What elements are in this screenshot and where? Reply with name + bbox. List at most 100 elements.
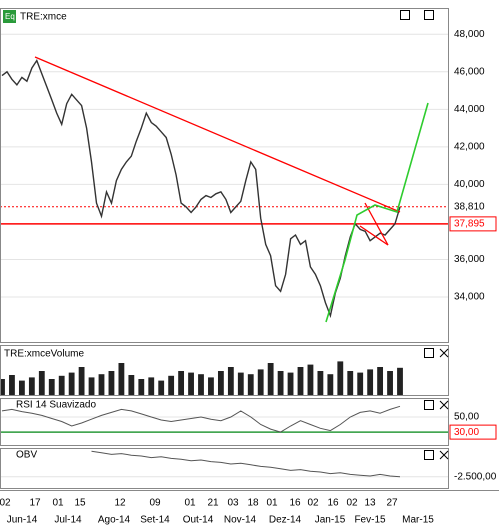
reference-label-box: [449, 424, 497, 440]
volume-bar: [198, 374, 204, 395]
volume-bar: [9, 375, 15, 395]
volume-bar: [108, 371, 115, 395]
x-month-label: Mar-15: [402, 515, 434, 526]
x-month-label: Out-14: [183, 515, 214, 526]
volume-bar: [367, 369, 374, 395]
y-tick-label: 36,000: [454, 254, 485, 265]
volume-bar: [277, 371, 284, 395]
y-tick-label: 48,000: [454, 29, 485, 40]
x-tick-label: 03: [227, 498, 239, 509]
volume-bar: [38, 371, 45, 395]
x-month-label: Jun-14: [7, 515, 38, 526]
volume-bar: [397, 367, 403, 395]
x-month-label: Fev-15: [354, 515, 386, 526]
panel-buttons: [400, 10, 449, 460]
price-panel: [0, 8, 449, 343]
x-tick-label: 15: [74, 498, 86, 509]
reference-label: 37,895: [454, 219, 485, 230]
x-tick-label: 02: [346, 498, 358, 509]
x-tick-label: 27: [386, 498, 398, 509]
x-tick-label: 01: [266, 498, 278, 509]
maximize-button[interactable]: [424, 400, 434, 410]
x-tick-label: 02: [0, 498, 11, 509]
close-button[interactable]: [439, 348, 449, 358]
volume-bar: [48, 379, 55, 395]
volume-panel: [0, 345, 449, 396]
eq-icon[interactable]: [3, 10, 16, 23]
x-tick-label: 01: [52, 498, 64, 509]
volume-bar: [118, 363, 125, 395]
volume-bar: [387, 371, 393, 395]
volume-bar: [128, 375, 135, 395]
volume-bar: [158, 380, 165, 395]
volume-bar: [98, 374, 105, 395]
volume-bar: [247, 374, 254, 395]
volume-bar: [377, 367, 384, 395]
maximize-button[interactable]: [424, 10, 434, 20]
x-tick-label: 13: [364, 498, 376, 509]
x-tick-label: 16: [289, 498, 301, 509]
trend-line: [34, 56, 401, 213]
maximize-button[interactable]: [424, 348, 434, 358]
volume-bar: [317, 371, 324, 395]
x-month-label: Ago-14: [98, 515, 131, 526]
maximize-button[interactable]: [424, 450, 434, 460]
volume-bar: [347, 371, 354, 395]
y-tick-label: 50,00: [454, 412, 479, 423]
x-tick-label: 01: [184, 498, 196, 509]
projection-line: [325, 102, 429, 323]
panel-borders: [0, 8, 499, 491]
channel-line: [364, 202, 389, 246]
eq-icon-label: Eq: [5, 12, 15, 21]
volume-title: TRE:xmceVolume: [4, 349, 84, 360]
x-tick-label: 02: [307, 498, 319, 509]
x-month-label: Set-14: [140, 515, 170, 526]
volume-bar: [28, 377, 35, 395]
reference-label: 38,810: [454, 201, 485, 212]
y-tick-label: 34,000: [454, 292, 485, 303]
obv-panel: [0, 448, 449, 489]
close-button[interactable]: [439, 450, 449, 460]
x-tick-label: 09: [149, 498, 161, 509]
volume-bar: [188, 372, 194, 395]
volume-bar: [68, 372, 75, 395]
rsi-panel: [0, 398, 449, 446]
y-tick-label: 46,000: [454, 66, 485, 77]
rsi-title: RSI 14 Suavizado: [16, 400, 96, 411]
volume-bar: [78, 367, 85, 395]
chart-title[interactable]: TRE:xmce: [20, 12, 67, 23]
volume-bar: [148, 377, 155, 395]
minimize-button[interactable]: [400, 10, 410, 20]
volume-bar: [208, 377, 214, 395]
y-tick-label: -2.500,00: [454, 471, 497, 482]
x-month-label: Jan-15: [315, 515, 346, 526]
volume-bar: [178, 371, 185, 395]
volume-bar: [0, 379, 5, 395]
grids: [0, 33, 448, 478]
close-button[interactable]: [439, 400, 449, 410]
obv-title: OBV: [16, 450, 37, 461]
y-tick-label: 44,000: [454, 104, 485, 115]
volume-bar: [327, 374, 334, 395]
volume-bar: [287, 372, 294, 395]
volume-bar: [237, 372, 244, 395]
line-series: [1, 405, 401, 433]
volume-bar: [168, 375, 175, 395]
x-tick-label: 16: [327, 498, 339, 509]
volume-bar: [18, 380, 25, 395]
reference-label-box: [449, 216, 497, 232]
volume-bar: [217, 371, 224, 395]
volume-bar: [257, 369, 264, 395]
reference-label: 30,00: [454, 427, 479, 438]
volume-bar: [88, 377, 95, 395]
x-tick-label: 12: [114, 498, 126, 509]
volume-bar: [307, 364, 314, 395]
volume-bar: [138, 379, 145, 395]
channel-line: [359, 225, 389, 246]
y-tick-label: 42,000: [454, 141, 485, 152]
x-month-label: Dez-14: [269, 515, 302, 526]
x-tick-label: 18: [247, 498, 259, 509]
volume-bar: [357, 372, 364, 395]
